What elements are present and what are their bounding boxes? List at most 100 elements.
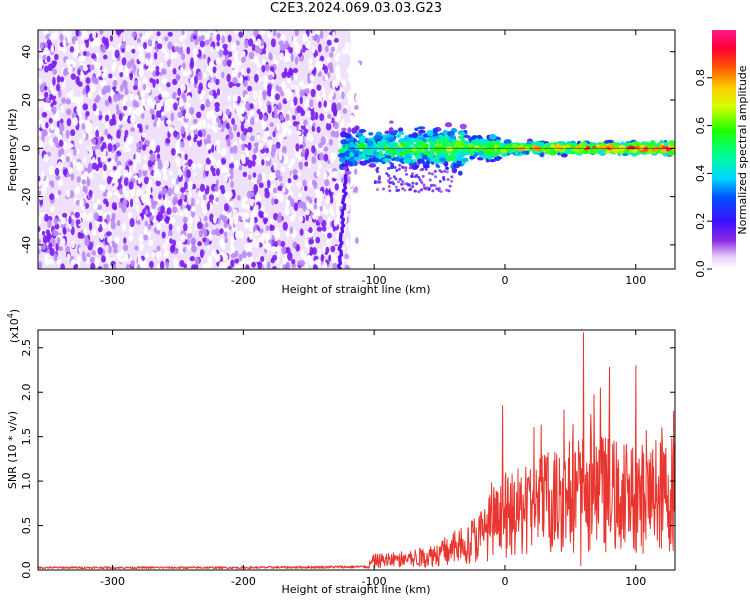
signal-tail-cell <box>400 182 404 186</box>
noise-cell <box>321 86 326 95</box>
noise-cell <box>311 247 317 255</box>
noise-cell <box>260 256 265 262</box>
noise-cell <box>61 97 66 104</box>
noise-cell <box>290 68 294 77</box>
noise-cell <box>197 35 203 43</box>
noise-cell <box>330 254 337 262</box>
noise-cell <box>222 48 229 56</box>
noise-cell <box>284 40 289 49</box>
noise-cell <box>232 102 237 109</box>
noise-cell <box>164 51 170 61</box>
noise-cell <box>238 77 244 84</box>
noise-cell <box>170 244 176 252</box>
noise-cell <box>285 92 290 102</box>
noise-cell <box>73 263 79 269</box>
noise-cell <box>49 206 56 212</box>
noise-cell <box>306 254 312 264</box>
noise-cell <box>70 240 76 249</box>
noise-cell <box>193 127 198 137</box>
noise-cell <box>206 66 211 73</box>
noise-cell <box>113 204 118 211</box>
noise-cell <box>263 130 270 137</box>
noise-cell <box>232 208 238 216</box>
noise-cell <box>236 195 241 201</box>
noise-cell <box>312 214 317 220</box>
noise-cell <box>311 125 316 132</box>
noise-cell <box>183 216 188 224</box>
noise-cell <box>191 197 195 206</box>
noise-cell <box>100 136 104 142</box>
noise-cell <box>160 99 164 107</box>
signal-tail-cell <box>429 183 433 187</box>
noise-cell <box>184 153 188 161</box>
noise-cell <box>289 226 294 234</box>
noise-cell <box>323 100 328 108</box>
noise-cell <box>140 112 145 120</box>
noise-cell <box>124 129 129 136</box>
noise-cell <box>134 245 139 251</box>
noise-cell <box>228 190 233 199</box>
signal-cell <box>381 134 388 138</box>
noise-cell <box>310 88 316 98</box>
noise-cell <box>132 109 136 115</box>
noise-cell <box>136 219 141 225</box>
noise-cell <box>168 223 173 231</box>
noise-cell <box>38 175 41 182</box>
signal-cell <box>488 144 495 151</box>
noise-cell <box>193 170 198 177</box>
noise-cell <box>241 157 246 165</box>
noise-cell <box>113 93 119 103</box>
noise-cell <box>284 206 290 216</box>
noise-cell <box>257 62 261 69</box>
noise-cell <box>163 36 169 42</box>
signal-cell <box>495 136 501 141</box>
noise-cell <box>199 40 206 48</box>
noise-cell <box>282 98 288 105</box>
noise-cell <box>306 110 310 117</box>
signal-cell <box>368 157 377 163</box>
noise-cell <box>46 55 51 63</box>
noise-cell <box>126 146 131 153</box>
noise-cell <box>298 161 303 169</box>
noise-cell <box>252 154 257 161</box>
noise-cell <box>87 146 93 152</box>
noise-cell <box>101 155 107 163</box>
noise-cell <box>303 36 308 43</box>
noise-cell <box>333 170 339 179</box>
noise-cell <box>46 232 52 240</box>
noise-cell <box>261 172 267 182</box>
noise-cell <box>273 162 277 171</box>
signal-tail-cell <box>419 188 423 192</box>
signal-cell <box>451 167 458 174</box>
signal-cell <box>469 150 475 156</box>
noise-cell <box>298 200 304 209</box>
noise-cell <box>269 66 275 72</box>
signal-cell <box>430 149 436 156</box>
noise-cell <box>341 91 345 100</box>
signal-cell <box>490 151 499 158</box>
signal-cell <box>479 138 486 144</box>
noise-cell <box>330 46 336 53</box>
noise-cell <box>153 121 157 128</box>
signal-cell <box>462 149 471 154</box>
noise-cell <box>97 69 102 77</box>
noise-cell <box>202 237 207 243</box>
noise-cell <box>307 160 312 169</box>
noise-cell <box>196 198 200 205</box>
signal-tail-cell <box>398 177 402 181</box>
noise-cell <box>224 174 228 183</box>
noise-cell <box>327 174 333 183</box>
noise-cell <box>90 146 97 151</box>
noise-cell <box>209 152 213 161</box>
colorbar-tick-label: 0.4 <box>694 165 707 183</box>
signal-tail-cell <box>388 176 392 180</box>
noise-cell <box>319 55 325 62</box>
noise-cell <box>233 218 238 225</box>
noise-cell <box>348 221 352 228</box>
signal-cell <box>663 141 669 147</box>
noise-cell <box>273 113 280 119</box>
snr-x-tick-label: -200 <box>231 575 256 588</box>
noise-cell <box>287 251 293 261</box>
noise-cell <box>61 80 66 89</box>
noise-cell <box>215 45 220 52</box>
